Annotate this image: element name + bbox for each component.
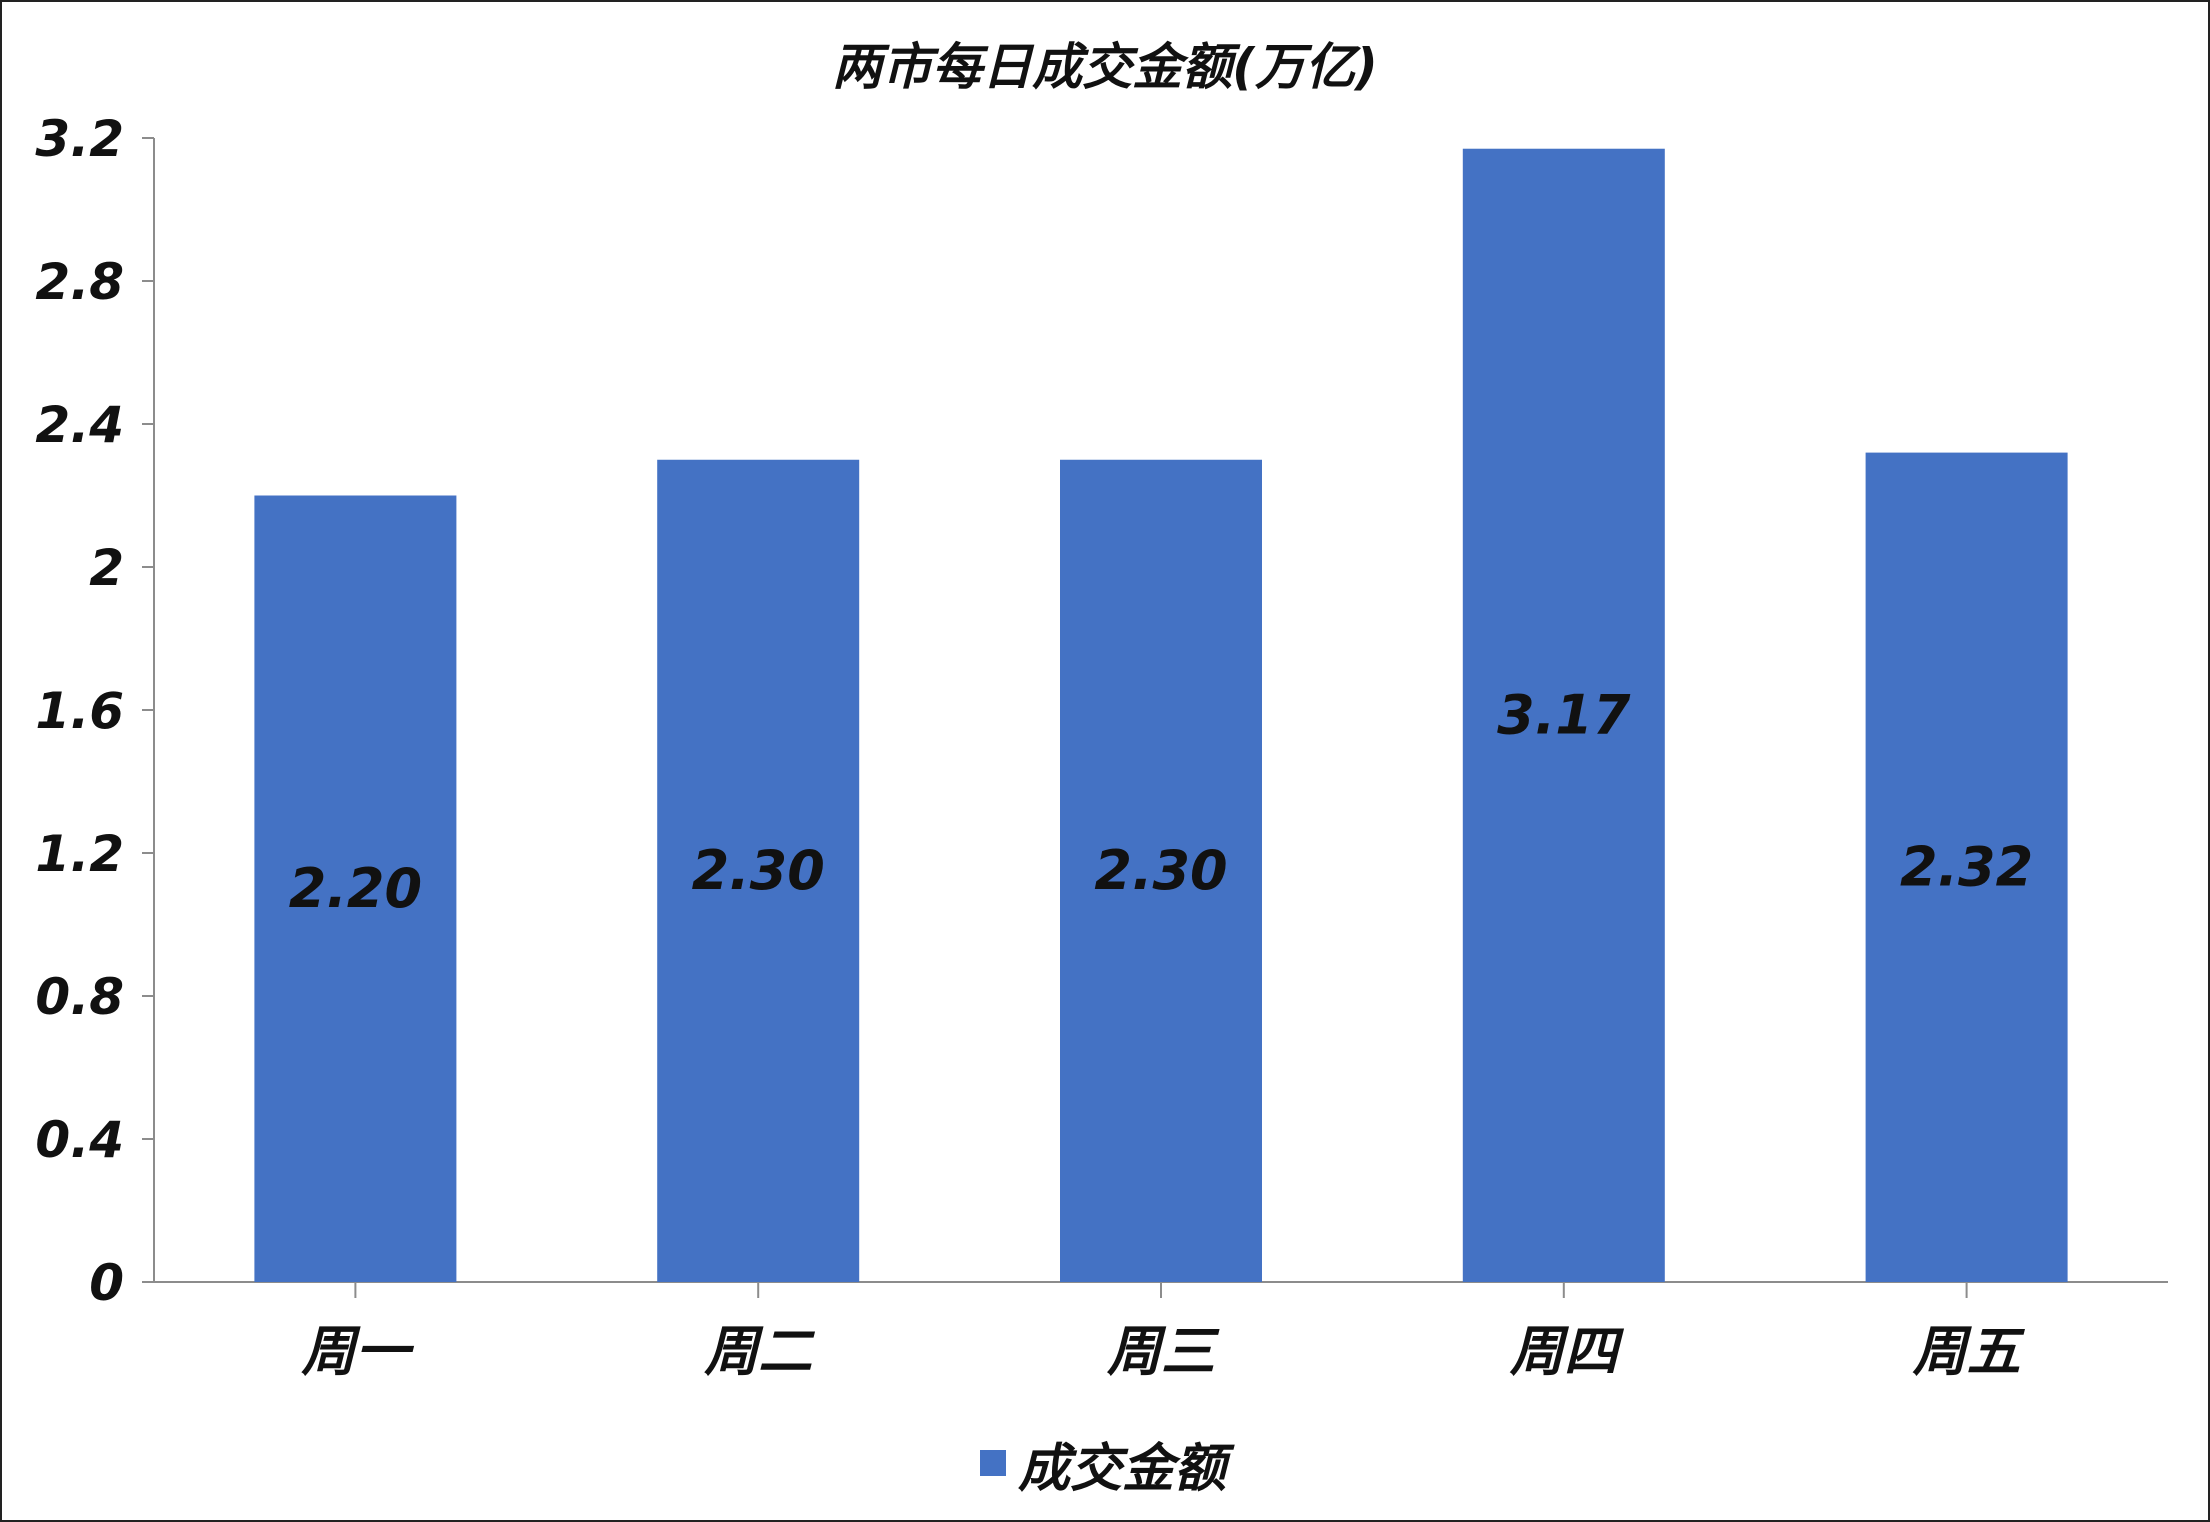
data-label: 2.30 — [692, 839, 825, 902]
y-tick-label: 0 — [89, 1254, 124, 1312]
x-tick-label: 周三 — [1106, 1320, 1220, 1383]
y-tick-label: 2.8 — [35, 253, 124, 311]
x-tick-label: 周四 — [1509, 1320, 1625, 1383]
x-tick-label: 周二 — [703, 1320, 815, 1383]
data-label: 2.20 — [289, 857, 422, 920]
legend-swatch — [980, 1450, 1006, 1476]
y-tick-label: 1.6 — [35, 682, 124, 740]
y-tick-label: 1.2 — [35, 825, 124, 883]
legend: 成交金额 — [980, 1439, 1235, 1499]
x-tick-label: 周一 — [300, 1320, 414, 1383]
data-label: 3.17 — [1497, 683, 1631, 746]
legend-label: 成交金额 — [1018, 1439, 1235, 1499]
bar-4 — [1462, 148, 1665, 1283]
y-tick-label: 0.4 — [35, 1111, 124, 1169]
y-tick-label: 0.8 — [35, 968, 124, 1026]
data-labels: 2.20 2.30 2.30 3.17 2.32 — [289, 683, 2033, 919]
bar-3 — [1060, 459, 1262, 1282]
y-axis: 0 0.4 0.8 1.2 1.6 2 2.4 2.8 3.2 — [35, 110, 155, 1312]
y-tick-label: 2 — [89, 539, 124, 597]
x-axis: 周一 周二 周三 周四 周五 — [154, 1281, 2168, 1383]
x-tick-label: 周五 — [1912, 1320, 2026, 1383]
data-label: 2.30 — [1094, 839, 1227, 902]
bar-5 — [1865, 452, 2068, 1283]
data-label: 2.32 — [1900, 835, 2033, 898]
y-tick-label: 2.4 — [35, 396, 124, 454]
bar-1 — [254, 495, 457, 1282]
bar-2 — [657, 459, 860, 1282]
chart-title: 两市每日成交金额(万亿) — [832, 38, 1378, 96]
y-tick-label: 3.2 — [35, 110, 124, 168]
bars — [254, 148, 2068, 1283]
